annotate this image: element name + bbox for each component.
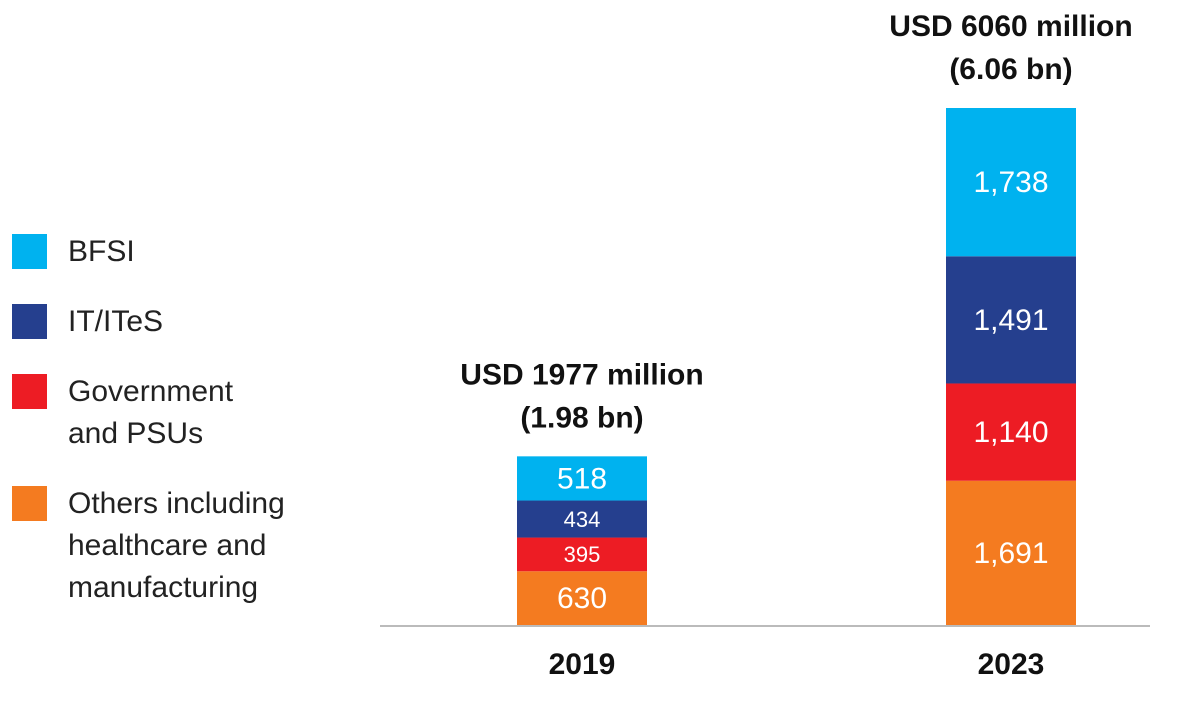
x-tick-label: 2019 — [549, 648, 616, 681]
bar-segment — [946, 383, 1076, 481]
bar-segment — [946, 480, 1076, 625]
value-label: 1,491 — [973, 304, 1048, 337]
legend-label: BFSI — [68, 235, 135, 268]
value-label: 1,140 — [973, 416, 1048, 449]
bar-segment — [517, 571, 647, 625]
total-annotation: (6.06 bn) — [949, 53, 1072, 86]
legend-swatch — [12, 304, 47, 339]
bar-segment — [517, 500, 647, 538]
legend-label: Government and PSUs — [68, 375, 234, 450]
value-label: 518 — [557, 462, 607, 495]
bar-segment — [946, 108, 1076, 257]
value-label: 1,691 — [973, 537, 1048, 570]
value-label: 1,738 — [973, 166, 1048, 199]
total-annotation: USD 1977 million — [460, 358, 703, 391]
bar-segment — [946, 256, 1076, 384]
legend-swatch — [12, 374, 47, 409]
legend-label: Others including healthcare and manufact… — [68, 487, 285, 604]
legend-label: IT/ITeS — [68, 305, 164, 338]
value-label: 630 — [557, 582, 607, 615]
total-annotation: USD 6060 million — [889, 10, 1132, 43]
total-annotation: (1.98 bn) — [520, 401, 643, 434]
x-tick-label: 2023 — [978, 648, 1045, 681]
value-label: 434 — [564, 507, 601, 532]
legend-item: IT/ITeS — [12, 301, 288, 343]
legend-swatch — [12, 234, 47, 269]
legend-swatch — [12, 486, 47, 521]
legend-item: Government and PSUs — [12, 371, 288, 455]
bar-segment — [517, 537, 647, 572]
bar-segment — [517, 456, 647, 501]
legend-item: Others including healthcare and manufact… — [12, 483, 288, 609]
value-label: 395 — [564, 542, 601, 567]
legend-item: BFSI — [12, 231, 288, 273]
